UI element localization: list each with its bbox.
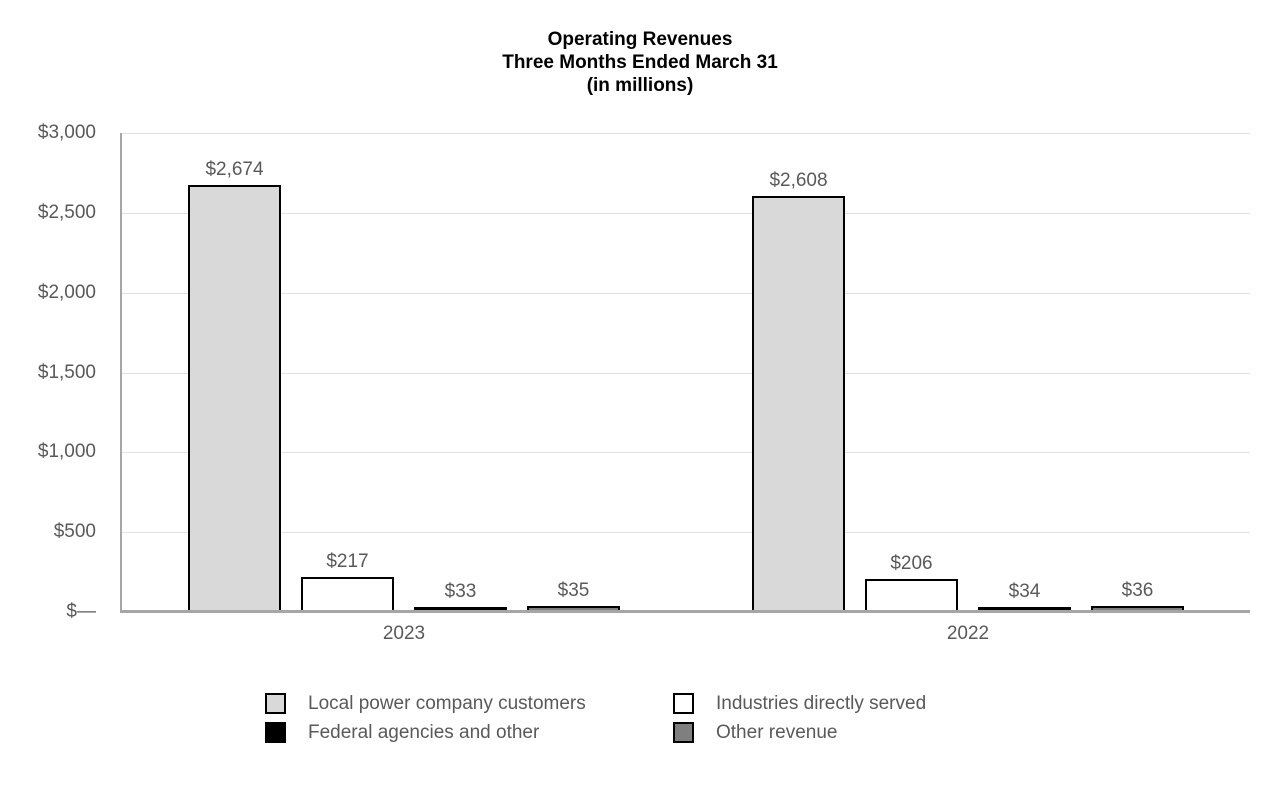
gridline	[122, 133, 1250, 134]
y-tick-label: $2,000	[37, 281, 96, 303]
bar-value-label: $2,674	[205, 159, 264, 180]
y-tick-label: $1,000	[37, 441, 96, 463]
bar-value-label: $2,608	[769, 170, 828, 191]
bar	[188, 185, 281, 612]
gridline	[122, 372, 1250, 374]
legend-swatch	[673, 693, 694, 714]
legend-swatch	[265, 722, 286, 743]
chart-title: Operating Revenues Three Months Ended Ma…	[0, 28, 1280, 97]
x-category-label: 2022	[946, 623, 990, 644]
legend-swatch	[265, 693, 286, 714]
x-axis-line	[120, 610, 1250, 613]
bar-value-label: $35	[557, 580, 590, 601]
bar-value-label: $206	[890, 553, 933, 574]
gridline	[122, 212, 1250, 214]
y-tick-label: $1,500	[37, 361, 96, 383]
y-axis-line	[120, 133, 122, 612]
bar	[301, 577, 394, 612]
y-tick-label: $2,500	[37, 201, 96, 223]
legend-swatch	[673, 722, 694, 743]
bar-value-label: $34	[1008, 581, 1041, 602]
chart-title-line1: Operating Revenues	[547, 29, 733, 50]
legend-label: Federal agencies and other	[308, 722, 540, 743]
legend-label: Local power company customers	[308, 693, 586, 714]
bar-value-label: $217	[326, 551, 369, 572]
gridline	[122, 532, 1250, 534]
chart-title-line3: (in millions)	[586, 75, 694, 96]
legend-label: Other revenue	[716, 722, 838, 743]
gridline	[122, 292, 1250, 294]
bar-value-label: $33	[444, 581, 477, 602]
y-tick-label: $500	[53, 521, 96, 543]
bar	[865, 579, 958, 612]
y-tick-label: $—	[66, 601, 96, 622]
bar	[752, 196, 845, 612]
gridline	[122, 452, 1250, 454]
legend-label: Industries directly served	[716, 693, 927, 714]
y-tick-label: $3,000	[37, 122, 96, 143]
chart-title-line2: Three Months Ended March 31	[502, 52, 778, 73]
x-category-label: 2023	[382, 623, 426, 644]
bar-value-label: $36	[1121, 580, 1154, 601]
